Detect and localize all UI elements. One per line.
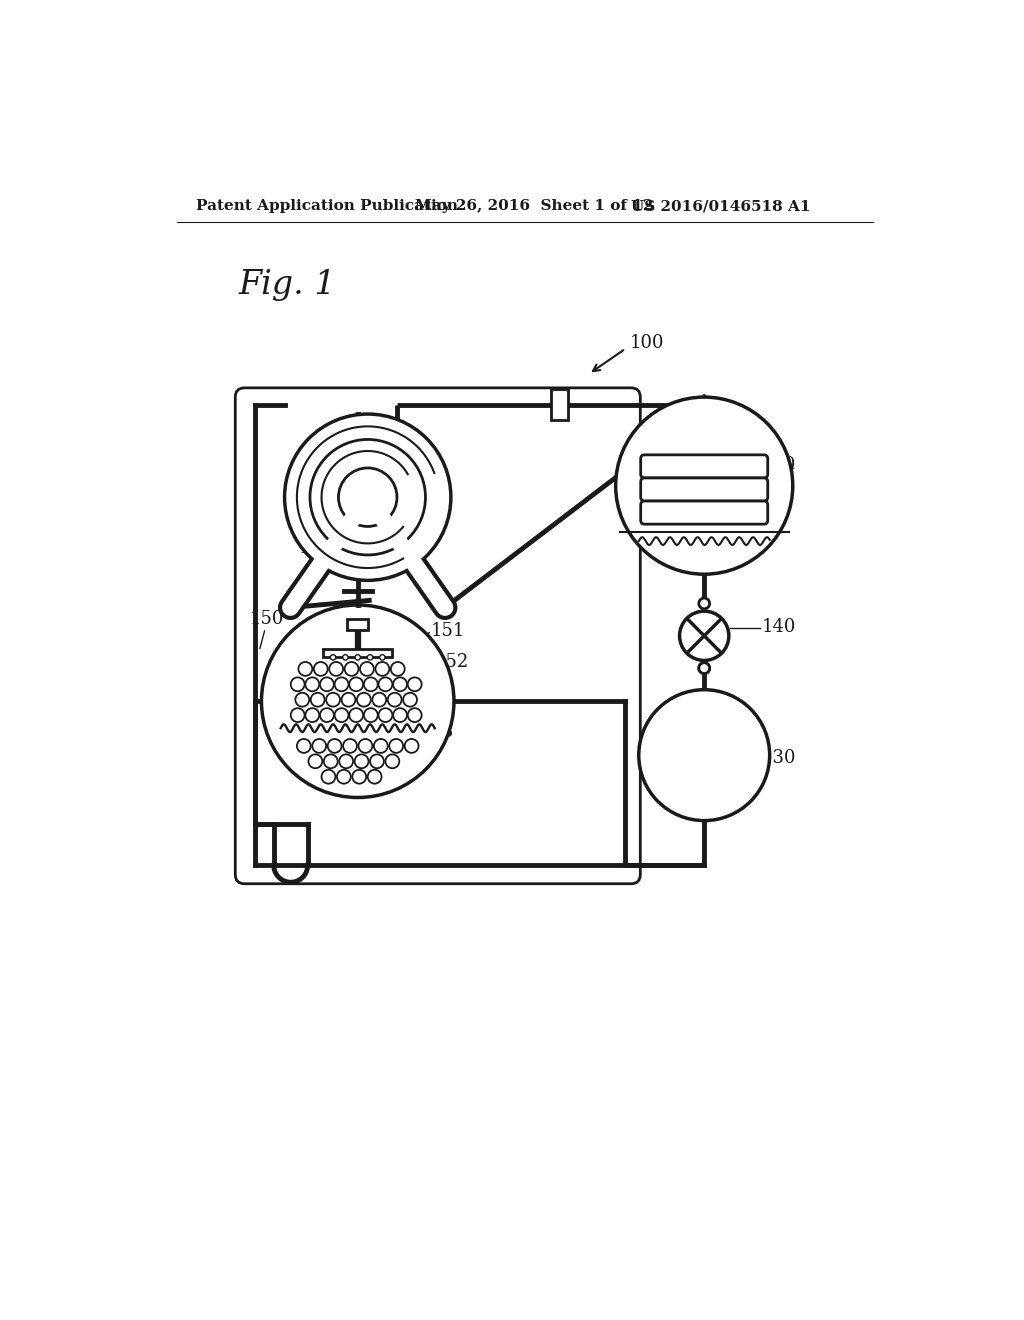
Circle shape (360, 663, 374, 676)
Circle shape (322, 770, 336, 784)
Circle shape (308, 755, 323, 768)
Circle shape (354, 755, 369, 768)
Circle shape (339, 469, 397, 527)
Circle shape (404, 739, 419, 752)
Circle shape (358, 739, 373, 752)
Circle shape (326, 693, 340, 706)
Circle shape (337, 770, 351, 784)
Text: 140: 140 (762, 618, 797, 636)
Circle shape (355, 655, 360, 660)
Text: 152: 152 (435, 652, 469, 671)
Circle shape (328, 739, 342, 752)
Circle shape (385, 755, 399, 768)
Circle shape (295, 693, 309, 706)
Text: Patent Application Publication: Patent Application Publication (196, 199, 458, 213)
Text: US 2016/0146518 A1: US 2016/0146518 A1 (631, 199, 811, 213)
Circle shape (297, 739, 310, 752)
Circle shape (330, 663, 343, 676)
Text: Fig. 1: Fig. 1 (239, 269, 336, 301)
Circle shape (352, 770, 367, 784)
Bar (323, 649, 392, 656)
Text: 150: 150 (250, 610, 285, 628)
Circle shape (408, 677, 422, 692)
FancyBboxPatch shape (641, 455, 768, 478)
Circle shape (389, 739, 403, 752)
Circle shape (285, 414, 451, 581)
Circle shape (298, 663, 312, 676)
Circle shape (364, 677, 378, 692)
Circle shape (313, 663, 328, 676)
Text: 120: 120 (762, 457, 797, 474)
Text: 153: 153 (419, 723, 454, 742)
Circle shape (345, 663, 358, 676)
Circle shape (343, 655, 348, 660)
Circle shape (291, 709, 304, 722)
Circle shape (331, 655, 336, 660)
Circle shape (335, 709, 348, 722)
Circle shape (324, 755, 338, 768)
Circle shape (319, 677, 334, 692)
Circle shape (370, 755, 384, 768)
Circle shape (357, 693, 371, 706)
Circle shape (698, 598, 710, 609)
Circle shape (291, 677, 304, 692)
Circle shape (403, 693, 417, 706)
Bar (551, 389, 568, 420)
Circle shape (368, 770, 382, 784)
Circle shape (343, 739, 357, 752)
Circle shape (615, 397, 793, 574)
Circle shape (310, 440, 425, 554)
Circle shape (379, 677, 392, 692)
Circle shape (339, 755, 353, 768)
Circle shape (364, 709, 378, 722)
Circle shape (349, 677, 364, 692)
Circle shape (335, 677, 348, 692)
Circle shape (408, 709, 422, 722)
Text: 130: 130 (762, 748, 797, 767)
Text: May 26, 2016  Sheet 1 of 12: May 26, 2016 Sheet 1 of 12 (416, 199, 654, 213)
Circle shape (698, 663, 710, 673)
FancyBboxPatch shape (236, 388, 640, 884)
Circle shape (379, 709, 392, 722)
Circle shape (376, 663, 389, 676)
Circle shape (349, 709, 364, 722)
FancyBboxPatch shape (641, 502, 768, 524)
Circle shape (310, 693, 325, 706)
Circle shape (393, 709, 407, 722)
Circle shape (305, 677, 319, 692)
Circle shape (368, 655, 373, 660)
Circle shape (312, 739, 326, 752)
Circle shape (374, 739, 388, 752)
Circle shape (698, 663, 710, 673)
Circle shape (680, 611, 729, 660)
Circle shape (342, 693, 355, 706)
Circle shape (373, 693, 386, 706)
Circle shape (388, 693, 401, 706)
Circle shape (305, 709, 319, 722)
Circle shape (639, 689, 770, 821)
FancyBboxPatch shape (641, 478, 768, 502)
Circle shape (261, 605, 454, 797)
Text: 100: 100 (630, 334, 664, 352)
Circle shape (380, 655, 385, 660)
Text: 110: 110 (298, 539, 333, 557)
Bar (347, 619, 369, 630)
Circle shape (319, 709, 334, 722)
Circle shape (391, 663, 404, 676)
Text: 151: 151 (431, 622, 465, 640)
Circle shape (393, 677, 407, 692)
